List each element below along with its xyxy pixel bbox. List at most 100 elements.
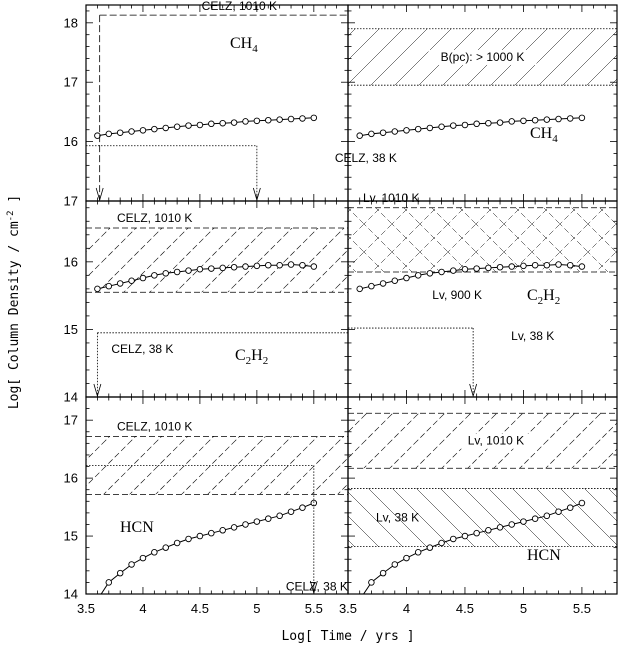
band-label: CELZ, 1010 K (117, 211, 192, 225)
data-point (116, 569, 124, 577)
species-label-sub: 4 (252, 43, 258, 55)
data-point (162, 270, 169, 277)
data-point (473, 265, 480, 272)
data-point (379, 280, 387, 287)
data-point (128, 277, 135, 285)
level-label: Lv, 38 K (511, 329, 554, 343)
species-label-part: H (543, 287, 555, 304)
data-point (543, 512, 551, 520)
data-point (116, 280, 124, 287)
data-point (253, 262, 261, 270)
data-point (578, 263, 586, 270)
data-point (208, 120, 215, 128)
data-point (139, 127, 147, 134)
data-point (578, 114, 586, 122)
data-point (310, 114, 318, 122)
data-point (461, 532, 469, 540)
data-point (543, 116, 551, 123)
data-point (208, 529, 215, 537)
data-point (426, 124, 434, 132)
data-point (357, 597, 363, 603)
band-label-bg (458, 433, 533, 449)
data-point (531, 116, 539, 124)
data-point (230, 263, 238, 271)
data-point (162, 544, 169, 551)
data-point (253, 117, 261, 125)
species-label-part: H (251, 347, 263, 364)
data-point (508, 263, 515, 270)
data-point (555, 508, 562, 515)
level-label: CELZ, 38 K (286, 579, 348, 593)
data-point (414, 272, 422, 279)
data-point (265, 116, 272, 124)
data-point (173, 123, 181, 131)
data-point (461, 266, 469, 273)
data-point (287, 261, 295, 268)
data-point (276, 116, 283, 123)
data-point (426, 544, 434, 551)
y-axis-title-sup: -2 (6, 210, 16, 221)
data-point (566, 115, 574, 122)
species-label: HCN (120, 519, 154, 536)
data-point (496, 119, 504, 126)
data-point (196, 532, 204, 540)
data-point (496, 524, 504, 531)
y-tick-label: 14 (64, 587, 78, 602)
panel-bottom-left: CELZ, 1010 K CELZ, 38 K HCN 14 15 16 17 (64, 397, 348, 602)
level-label: CELZ, 38 K (111, 342, 173, 356)
data-point (151, 549, 158, 556)
data-point (566, 504, 574, 511)
data-point (438, 123, 445, 131)
x-tick-label: 3.5 (77, 601, 95, 616)
data-point (185, 535, 192, 543)
data-point (379, 129, 387, 136)
data-point (276, 261, 283, 269)
data-point (368, 579, 375, 586)
panel-frame (347, 396, 618, 595)
data-point (543, 261, 551, 269)
x-tick-label: 5 (253, 601, 260, 616)
level-label: CELZ, 1010 K (202, 0, 277, 13)
species-label: C2H2 (527, 287, 560, 307)
data-point (105, 282, 113, 290)
data-point (196, 266, 204, 273)
data-point (196, 121, 204, 129)
data-point (253, 518, 261, 525)
data-point (414, 549, 422, 556)
data-point (368, 282, 375, 290)
data-point (485, 264, 492, 272)
band-label: Lv, 1010 K (468, 434, 524, 448)
data-point (276, 512, 283, 520)
arrow-head (469, 383, 478, 398)
data-point (299, 115, 306, 122)
band-label: B(pc): > 1000 K (441, 50, 525, 64)
data-point (438, 268, 445, 276)
data-point (566, 261, 574, 269)
data-point (139, 554, 147, 562)
species-label-part: CH (530, 125, 553, 142)
data-point (426, 270, 434, 277)
data-point (139, 274, 147, 282)
level-label: CELZ, 38 K (335, 151, 397, 165)
y-tick-label: 15 (64, 322, 78, 337)
species-label-part: HCN (527, 547, 561, 564)
band-label: CELZ, 1010 K (117, 419, 192, 433)
x-axis-title: Log[ Time / yrs ] (281, 629, 414, 644)
data-point (485, 119, 492, 127)
panel-top-left: CELZ, 1010 K CELZ, 38 K CH4 16 17 18 17 (64, 0, 397, 209)
data-point (128, 561, 135, 568)
x-tick-label: 5.5 (305, 601, 323, 616)
y-tick-label: 17 (64, 75, 78, 90)
y-tick-label: 17 (64, 413, 78, 428)
data-point (450, 122, 457, 129)
panel-plot-area (86, 14, 348, 147)
data-point (173, 539, 181, 547)
y-tick-label: 16 (64, 254, 78, 269)
panel-top-right: B(pc): > 1000 K CH4 (348, 5, 617, 201)
data-point (508, 521, 515, 528)
data-point (531, 515, 539, 522)
band-label: Lv, 38 K (376, 511, 419, 525)
data-point (151, 125, 158, 133)
